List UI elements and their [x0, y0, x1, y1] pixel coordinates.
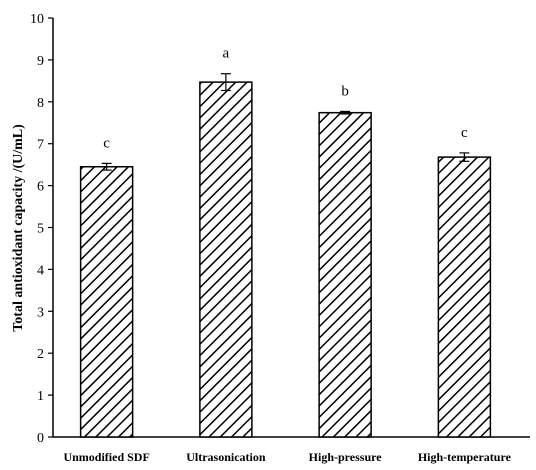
category-label: High-temperature — [418, 450, 512, 464]
bar — [199, 81, 253, 438]
error-bars — [101, 73, 470, 171]
y-tick-label: 0 — [37, 431, 44, 446]
y-tick-label: 10 — [30, 12, 44, 27]
significance-labels: c a b c — [103, 46, 468, 152]
y-tick-label: 9 — [37, 54, 44, 69]
significance-label: b — [341, 83, 349, 99]
y-tick-label: 5 — [37, 222, 44, 237]
y-tick-label: 7 — [37, 138, 44, 153]
y-axis-ticks: 0 1 2 3 4 5 6 7 8 9 10 — [30, 12, 53, 446]
significance-label: c — [103, 135, 110, 151]
y-axis-title: Total antioxidant capacity /(U/mL) — [11, 124, 26, 332]
y-tick-label: 2 — [37, 347, 44, 362]
significance-label: c — [461, 125, 468, 141]
y-tick-label: 3 — [37, 305, 44, 320]
y-tick-label: 4 — [37, 263, 44, 278]
bars — [79, 81, 492, 438]
bar — [318, 111, 372, 438]
y-tick-label: 6 — [37, 180, 44, 195]
y-tick-label: 1 — [37, 389, 44, 404]
category-labels: Unmodified SDF Ultrasonication High-pressu… — [63, 450, 511, 464]
significance-label: a — [223, 46, 230, 62]
category-label: Ultrasonication — [186, 450, 266, 464]
bar — [79, 165, 134, 438]
bar — [437, 156, 492, 438]
y-tick-label: 8 — [37, 96, 44, 111]
category-label: High-pressure — [309, 450, 383, 464]
category-label: Unmodified SDF — [63, 450, 149, 464]
